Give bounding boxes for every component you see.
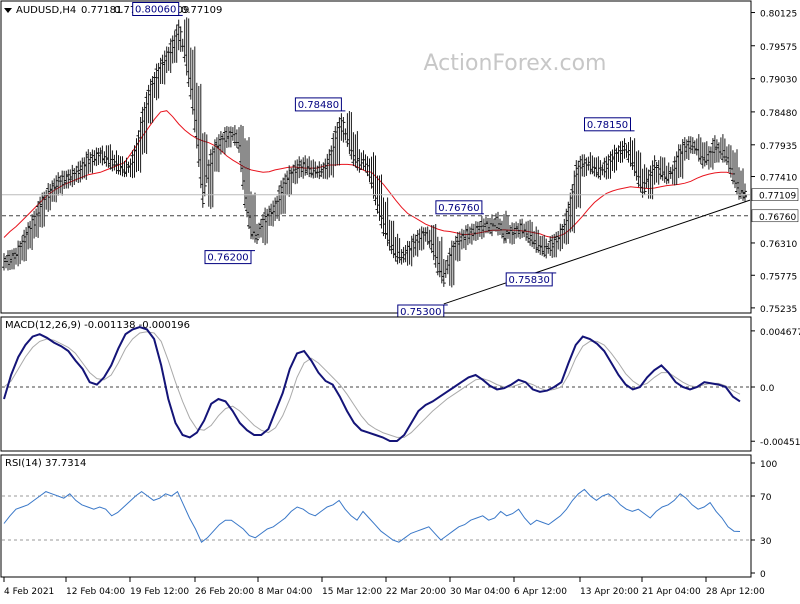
price-symbol-label: AUDUSD,H4: [16, 5, 76, 16]
price-annotation-label: 0.75830: [509, 275, 550, 286]
x-axis-label: 4 Feb 2021: [4, 587, 54, 597]
price-annotations: 0.80060 0.78480 0.76200 0.76760 0.75300 0.758…: [132, 2, 635, 319]
x-axis-label: 13 Apr 20:00: [580, 587, 639, 597]
price-close-value: 0.77109: [181, 5, 222, 16]
macd-lines: [2, 325, 750, 442]
rsi-axis: 100 70 30 0: [751, 460, 777, 580]
macd-axis-label: 0.0: [760, 384, 775, 394]
price-axis-label: 0.77935: [760, 142, 797, 152]
price-open-value: 0.77181: [81, 5, 122, 16]
x-axis-label: 22 Mar 20:00: [386, 587, 446, 597]
price-axis-label: 0.79575: [760, 43, 797, 53]
rsi-line: [3, 488, 741, 543]
price-annotation-label: 0.76760: [438, 203, 479, 214]
price-reference-lines: [2, 194, 751, 305]
rsi-panel: RSI(14) 37.7314 100 70 30 0: [0, 454, 777, 580]
macd-axis-label: -0.004519: [760, 438, 800, 448]
macd-header: MACD(12,26,9) -0.001138 -0.000196: [5, 320, 190, 331]
support-level-marker: [751, 209, 799, 223]
watermark-text: ActionForex.com: [424, 51, 607, 76]
ema-series-line: [3, 110, 734, 239]
rsi-header: RSI(14) 37.7314: [5, 458, 86, 469]
macd-main-line: [3, 325, 741, 442]
x-axis-label: 8 Mar 04:00: [258, 587, 313, 597]
macd-panel: MACD(12,26,9) -0.001138 -0.000196 0.0046…: [0, 316, 800, 452]
x-axis-label: 12 Feb 04:00: [66, 587, 125, 597]
price-annotation-box: [584, 117, 631, 132]
current-price-axis-label: 0.77109: [759, 192, 796, 202]
ema-line: [3, 110, 734, 239]
price-axis-label: 0.75235: [760, 305, 797, 315]
x-axis: 4 Feb 2021 12 Feb 04:00 19 Feb 12:00 26 Feb…: [3, 577, 765, 597]
support-axis-label: 0.76760: [759, 213, 796, 223]
rsi-axis-label: 0: [760, 570, 766, 580]
x-axis-label: 30 Mar 04:00: [450, 587, 510, 597]
price-annotation-box: [132, 2, 180, 16]
price-axis-label: 0.80125: [760, 10, 797, 20]
rsi-axis-label: 30: [760, 537, 772, 547]
x-axis-label: 21 Apr 04:00: [642, 587, 701, 597]
price-annotation-label: 0.78150: [587, 120, 628, 131]
price-annotation-box: [435, 200, 483, 215]
macd-axis: 0.004677 0.0 -0.004519: [751, 328, 800, 448]
x-axis-label: 26 Feb 20:00: [195, 587, 254, 597]
macd-axis-label: 0.004677: [760, 328, 800, 338]
current-price-marker: [751, 188, 799, 201]
collapse-triangle-icon[interactable]: [4, 8, 12, 13]
price-annotation-label: 0.76200: [207, 253, 248, 264]
rsi-lines: [2, 488, 750, 543]
price-axis-label: 0.76310: [760, 240, 797, 250]
macd-signal-line: [3, 331, 741, 438]
price-axis-label: 0.75775: [760, 272, 797, 282]
x-axis-label: 19 Feb 12:00: [130, 587, 189, 597]
price-header: AUDUSD,H4 0.77181 0.77184 0.77109 0.7710…: [4, 5, 222, 16]
price-annotation-label: 0.75300: [400, 307, 441, 318]
rising-trendline: [443, 199, 751, 305]
rsi-panel-frame: [0, 454, 752, 578]
x-axis-label: 6 Apr 12:00: [514, 587, 567, 597]
price-axis-label: 0.79030: [760, 76, 797, 86]
price-axis-label: 0.77410: [760, 174, 797, 184]
x-axis-label: 15 Mar 12:00: [322, 587, 382, 597]
price-axis-label: 0.78480: [760, 109, 797, 119]
price-annotation-label: 0.80060: [135, 5, 176, 16]
price-bars: [2, 17, 747, 288]
price-axis: 0.80125 0.79575 0.79030 0.78480 0.77935 0.774…: [751, 10, 799, 315]
rsi-axis-label: 70: [760, 493, 772, 503]
x-axis-label: 28 Apr 12:00: [706, 587, 765, 597]
price-annotation-box: [294, 97, 342, 112]
price-annotation-box: [505, 272, 553, 287]
watermark-group: ActionForex.com: [424, 51, 607, 76]
macd-panel-frame: [0, 316, 752, 452]
price-annotation-label: 0.78480: [298, 100, 339, 111]
rsi-axis-label: 100: [760, 460, 777, 470]
price-panel: ActionForex.com AUDUSD,H4 0.77181 0.7718…: [0, 0, 799, 319]
price-annotation-box: [204, 250, 252, 265]
